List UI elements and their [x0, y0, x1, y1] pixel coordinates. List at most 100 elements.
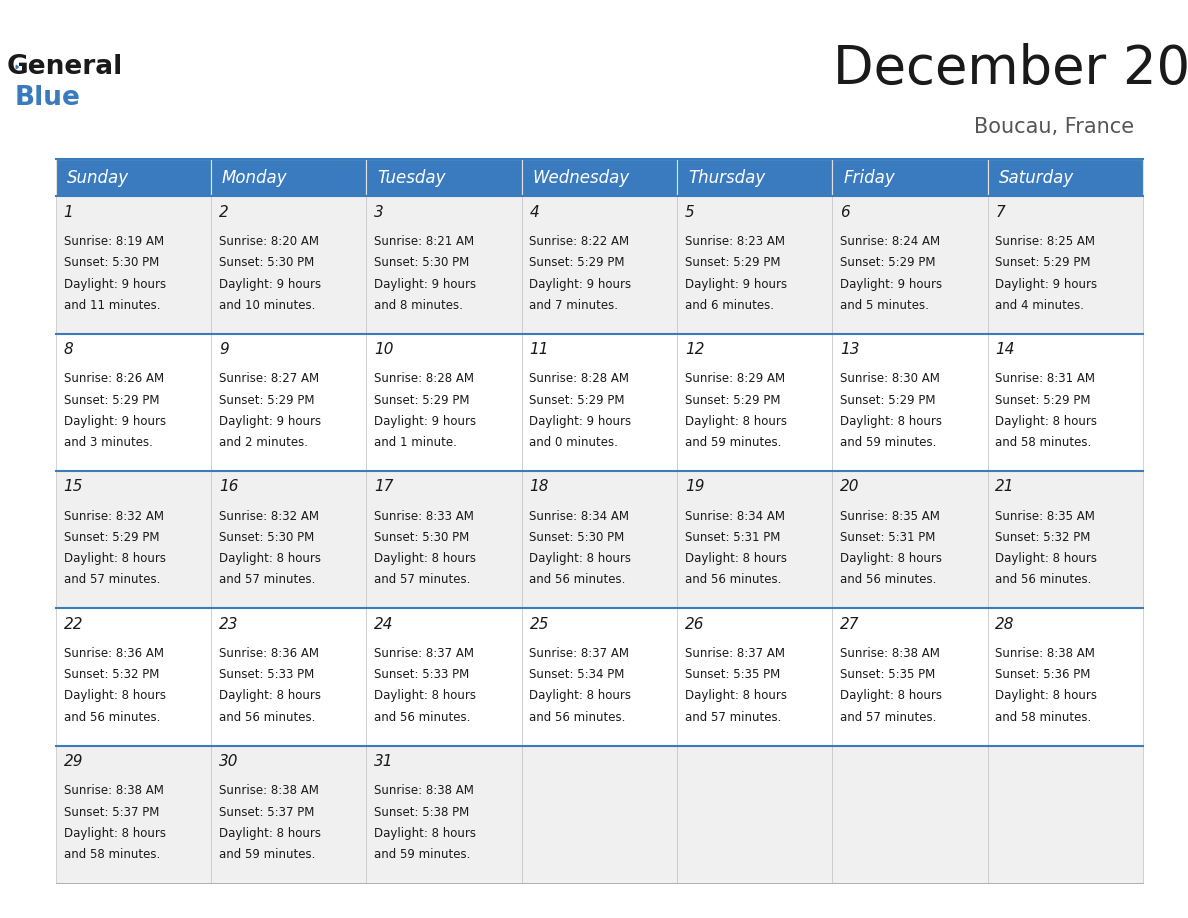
Bar	[833, 196, 987, 334]
Text: Sunset: 5:31 PM: Sunset: 5:31 PM	[684, 531, 781, 543]
Text: Sunrise: 8:29 AM: Sunrise: 8:29 AM	[684, 373, 785, 386]
Text: and 59 minutes.: and 59 minutes.	[684, 436, 782, 449]
Polygon shape	[17, 65, 18, 69]
Text: and 58 minutes.: and 58 minutes.	[64, 848, 160, 861]
Text: Sunrise: 8:24 AM: Sunrise: 8:24 AM	[840, 235, 940, 248]
Bar	[677, 471, 833, 609]
Text: and 56 minutes.: and 56 minutes.	[219, 711, 315, 723]
Text: 3: 3	[374, 205, 384, 219]
Text: and 1 minute.: and 1 minute.	[374, 436, 457, 449]
Text: Daylight: 8 hours: Daylight: 8 hours	[996, 689, 1098, 702]
Text: 21: 21	[996, 479, 1015, 495]
Bar	[833, 334, 987, 471]
Text: Sunrise: 8:25 AM: Sunrise: 8:25 AM	[996, 235, 1095, 248]
Text: Sunrise: 8:38 AM: Sunrise: 8:38 AM	[840, 647, 940, 660]
Text: Thursday: Thursday	[688, 169, 765, 186]
Bar	[211, 334, 366, 471]
Text: Sunset: 5:33 PM: Sunset: 5:33 PM	[219, 668, 314, 681]
Text: Sunrise: 8:31 AM: Sunrise: 8:31 AM	[996, 373, 1095, 386]
Text: and 56 minutes.: and 56 minutes.	[64, 711, 160, 723]
Text: Sunrise: 8:26 AM: Sunrise: 8:26 AM	[64, 373, 164, 386]
Text: Sunset: 5:29 PM: Sunset: 5:29 PM	[684, 394, 781, 407]
Text: Daylight: 8 hours: Daylight: 8 hours	[530, 689, 632, 702]
Text: and 4 minutes.: and 4 minutes.	[996, 298, 1085, 312]
Text: 2: 2	[219, 205, 228, 219]
Text: Sunset: 5:29 PM: Sunset: 5:29 PM	[996, 256, 1091, 269]
Text: December 2024: December 2024	[833, 43, 1188, 95]
Text: and 56 minutes.: and 56 minutes.	[840, 574, 936, 587]
Text: Friday: Friday	[843, 169, 895, 186]
Text: Sunset: 5:37 PM: Sunset: 5:37 PM	[219, 805, 315, 819]
Text: 10: 10	[374, 342, 393, 357]
Text: Sunset: 5:31 PM: Sunset: 5:31 PM	[840, 531, 935, 543]
Text: 9: 9	[219, 342, 228, 357]
Text: and 57 minutes.: and 57 minutes.	[840, 711, 936, 723]
Text: Daylight: 8 hours: Daylight: 8 hours	[840, 415, 942, 428]
Text: Sunset: 5:36 PM: Sunset: 5:36 PM	[996, 668, 1091, 681]
Text: and 58 minutes.: and 58 minutes.	[996, 436, 1092, 449]
Text: Daylight: 8 hours: Daylight: 8 hours	[64, 689, 165, 702]
Text: and 7 minutes.: and 7 minutes.	[530, 298, 619, 312]
Text: and 5 minutes.: and 5 minutes.	[840, 298, 929, 312]
Text: 25: 25	[530, 617, 549, 632]
Bar	[987, 159, 1143, 196]
Text: Sunrise: 8:19 AM: Sunrise: 8:19 AM	[64, 235, 164, 248]
Text: Sunset: 5:30 PM: Sunset: 5:30 PM	[374, 256, 469, 269]
Text: and 56 minutes.: and 56 minutes.	[530, 711, 626, 723]
Text: Sunset: 5:29 PM: Sunset: 5:29 PM	[684, 256, 781, 269]
Text: and 6 minutes.: and 6 minutes.	[684, 298, 773, 312]
Text: Sunset: 5:32 PM: Sunset: 5:32 PM	[64, 668, 159, 681]
Text: Sunset: 5:29 PM: Sunset: 5:29 PM	[530, 256, 625, 269]
Text: Daylight: 8 hours: Daylight: 8 hours	[684, 689, 786, 702]
Text: Sunrise: 8:30 AM: Sunrise: 8:30 AM	[840, 373, 940, 386]
Text: Daylight: 9 hours: Daylight: 9 hours	[684, 277, 786, 290]
Text: 15: 15	[64, 479, 83, 495]
Text: Sunset: 5:29 PM: Sunset: 5:29 PM	[64, 531, 159, 543]
Bar	[366, 609, 522, 745]
Bar	[56, 745, 211, 883]
Text: Daylight: 9 hours: Daylight: 9 hours	[219, 415, 321, 428]
Text: Sunrise: 8:36 AM: Sunrise: 8:36 AM	[219, 647, 318, 660]
Text: Daylight: 8 hours: Daylight: 8 hours	[840, 689, 942, 702]
Text: Sunrise: 8:32 AM: Sunrise: 8:32 AM	[64, 509, 164, 522]
Text: Monday: Monday	[222, 169, 287, 186]
Text: Daylight: 8 hours: Daylight: 8 hours	[64, 827, 165, 840]
Text: Daylight: 9 hours: Daylight: 9 hours	[840, 277, 942, 290]
Text: Sunrise: 8:33 AM: Sunrise: 8:33 AM	[374, 509, 474, 522]
Bar	[366, 159, 522, 196]
Text: Sunset: 5:35 PM: Sunset: 5:35 PM	[684, 668, 781, 681]
Bar	[56, 334, 211, 471]
Bar	[366, 334, 522, 471]
Bar	[522, 609, 677, 745]
Text: Daylight: 8 hours: Daylight: 8 hours	[219, 689, 321, 702]
Bar	[833, 471, 987, 609]
Bar	[522, 334, 677, 471]
Text: Daylight: 8 hours: Daylight: 8 hours	[374, 689, 476, 702]
Text: and 11 minutes.: and 11 minutes.	[64, 298, 160, 312]
Text: Daylight: 9 hours: Daylight: 9 hours	[996, 277, 1098, 290]
Text: and 56 minutes.: and 56 minutes.	[684, 574, 782, 587]
Text: Sunset: 5:29 PM: Sunset: 5:29 PM	[840, 394, 935, 407]
Text: Sunrise: 8:23 AM: Sunrise: 8:23 AM	[684, 235, 785, 248]
Text: and 57 minutes.: and 57 minutes.	[219, 574, 315, 587]
Text: and 59 minutes.: and 59 minutes.	[840, 436, 936, 449]
Text: Sunset: 5:29 PM: Sunset: 5:29 PM	[219, 394, 315, 407]
Text: Sunrise: 8:27 AM: Sunrise: 8:27 AM	[219, 373, 320, 386]
Bar	[522, 745, 677, 883]
Text: Sunrise: 8:35 AM: Sunrise: 8:35 AM	[840, 509, 940, 522]
Text: Sunrise: 8:37 AM: Sunrise: 8:37 AM	[374, 647, 474, 660]
Text: Sunset: 5:33 PM: Sunset: 5:33 PM	[374, 668, 469, 681]
Text: Boucau, France: Boucau, France	[974, 117, 1135, 137]
Text: and 3 minutes.: and 3 minutes.	[64, 436, 152, 449]
Text: and 58 minutes.: and 58 minutes.	[996, 711, 1092, 723]
Text: Sunrise: 8:37 AM: Sunrise: 8:37 AM	[684, 647, 785, 660]
Text: 13: 13	[840, 342, 860, 357]
Text: and 59 minutes.: and 59 minutes.	[374, 848, 470, 861]
Text: 20: 20	[840, 479, 860, 495]
Text: and 2 minutes.: and 2 minutes.	[219, 436, 308, 449]
Text: 14: 14	[996, 342, 1015, 357]
Bar	[833, 745, 987, 883]
Bar	[833, 159, 987, 196]
Bar	[211, 196, 366, 334]
Bar	[522, 159, 677, 196]
